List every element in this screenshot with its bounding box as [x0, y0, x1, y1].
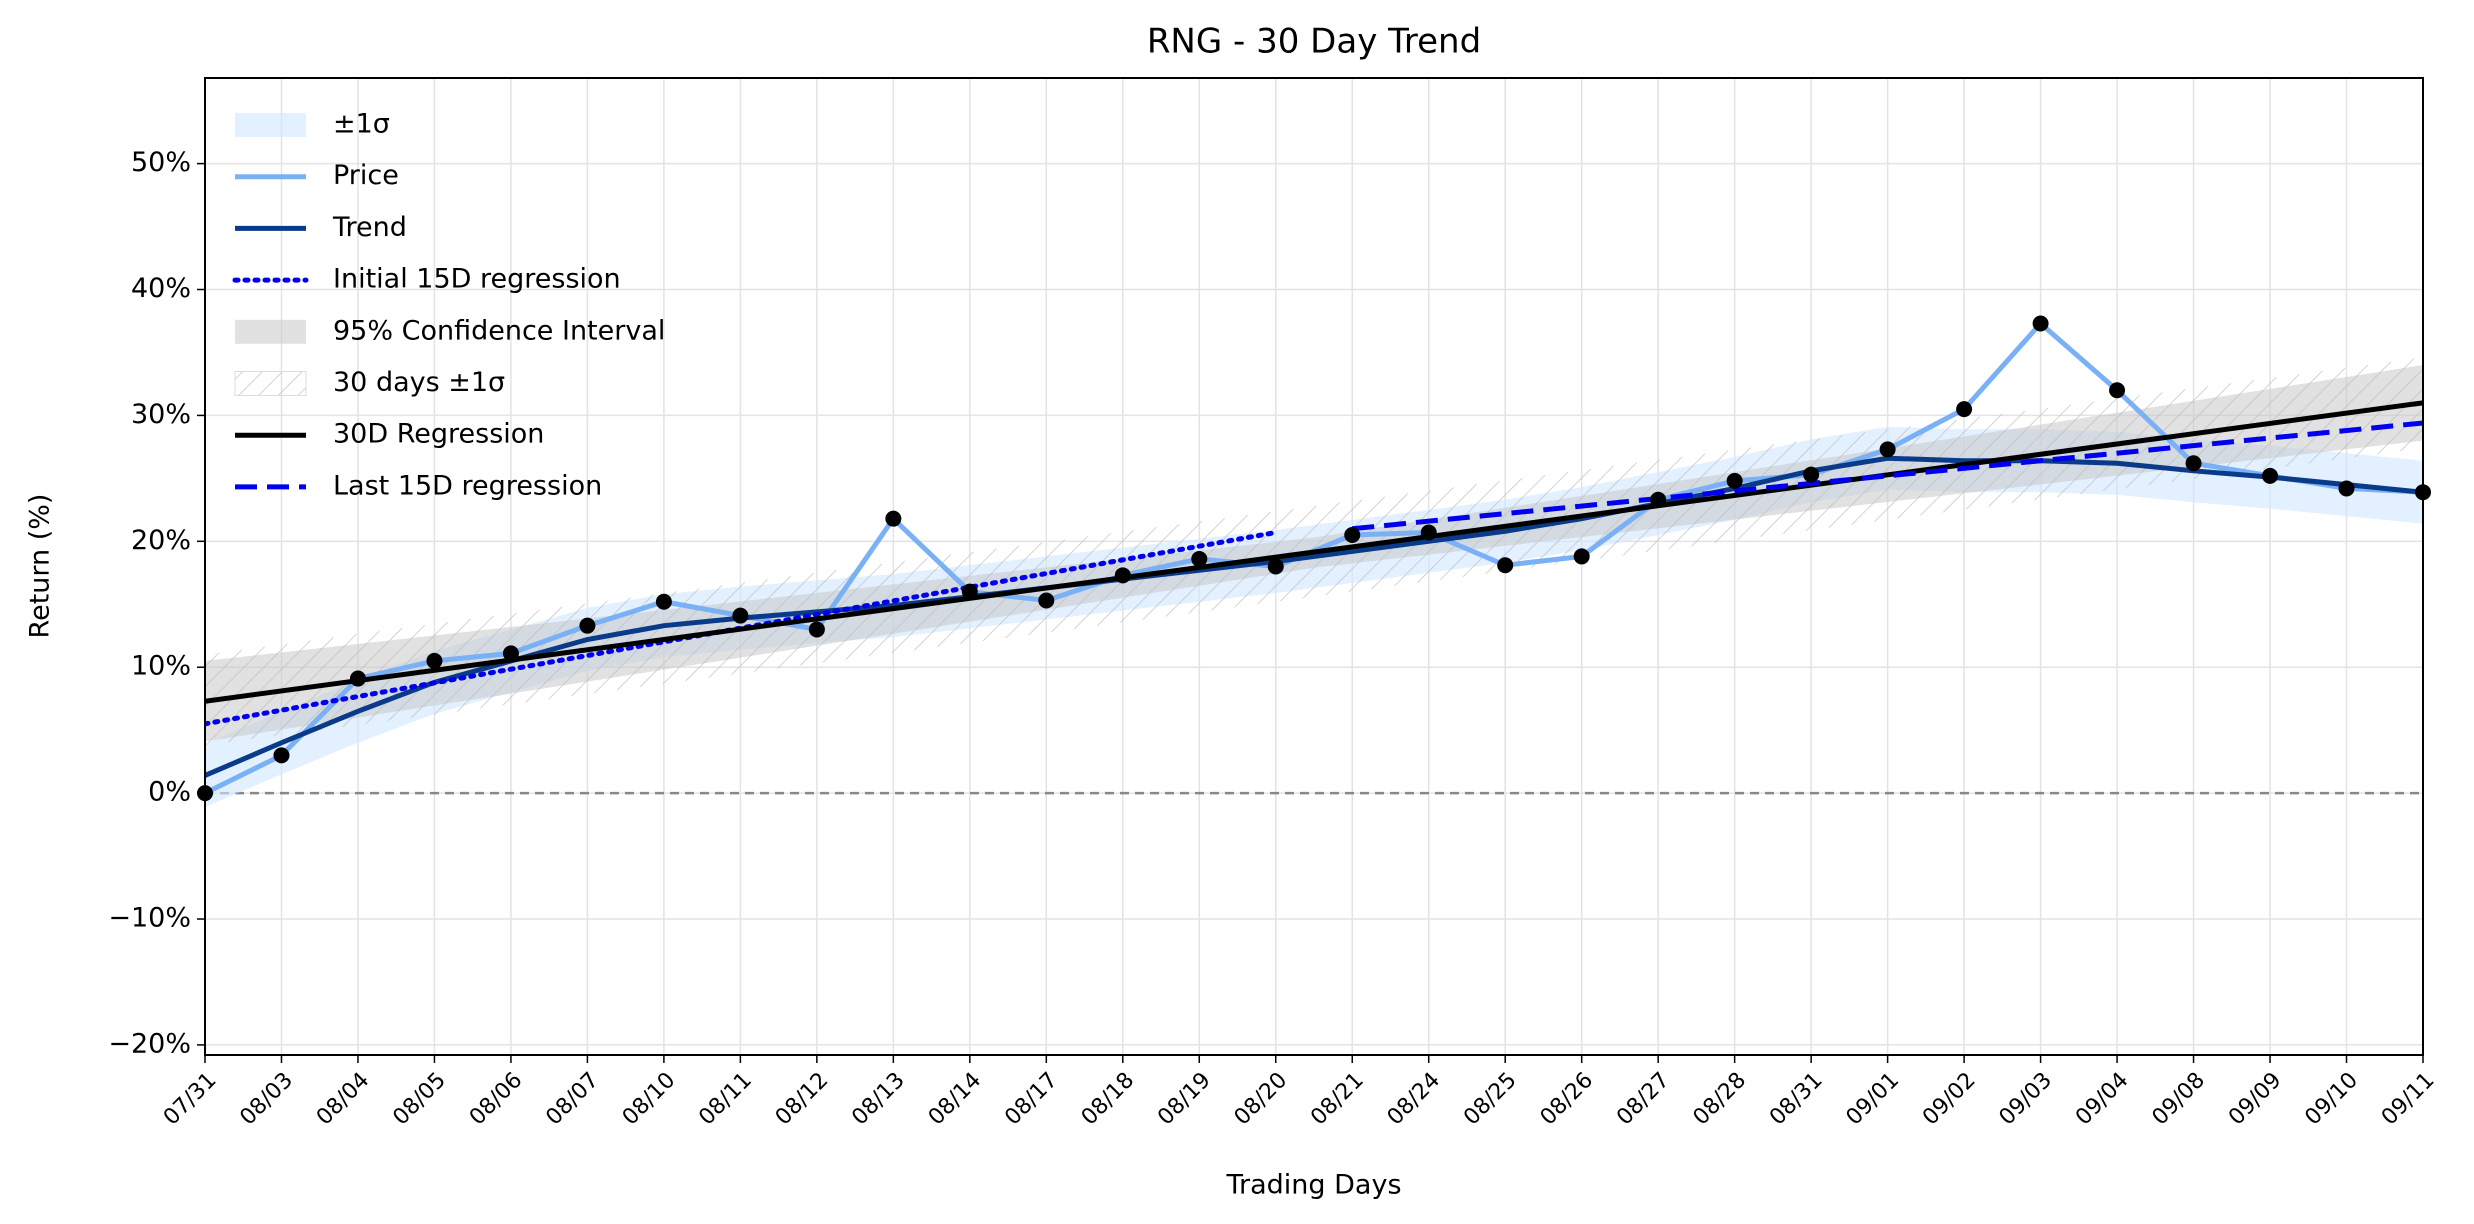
- legend-swatch: [235, 319, 306, 344]
- y-tick-label: 20%: [131, 525, 191, 556]
- point: [885, 510, 902, 527]
- point: [1267, 558, 1284, 575]
- point: [273, 747, 290, 764]
- legend-label: Price: [333, 160, 399, 191]
- y-tick-label: 0%: [148, 777, 191, 808]
- y-tick-label: 40%: [131, 273, 191, 304]
- line: [205, 400, 2423, 704]
- point: [1497, 557, 1514, 574]
- legend-label: 95% Confidence Interval: [333, 315, 665, 346]
- point: [961, 583, 978, 600]
- plot-frame: [204, 77, 2424, 1056]
- chart-title: RNG - 30 Day Trend: [1147, 22, 1481, 62]
- point: [1956, 401, 1973, 418]
- point: [1191, 550, 1208, 567]
- point: [808, 621, 825, 638]
- point: [1726, 472, 1743, 489]
- y-tick-label: −10%: [108, 903, 191, 934]
- point: [1879, 441, 1896, 458]
- point: [2262, 467, 2279, 484]
- y-tick-label: 50%: [131, 147, 191, 178]
- y-tick-label: 10%: [131, 651, 191, 682]
- line: [1351, 420, 2423, 532]
- point: [1114, 567, 1131, 584]
- point: [732, 607, 749, 624]
- legend-label: ±1σ: [333, 109, 390, 140]
- point: [1573, 548, 1590, 565]
- point: [2109, 382, 2126, 399]
- legend-label: 30D Regression: [333, 419, 544, 450]
- legend-label: 30 days ±1σ: [333, 367, 505, 398]
- point: [2032, 315, 2049, 332]
- point: [579, 617, 596, 634]
- x-axis-label: Trading Days: [1225, 1170, 1401, 1201]
- y-tick-label: 30%: [131, 399, 191, 430]
- point: [2338, 480, 2355, 497]
- legend-label: Trend: [332, 212, 407, 243]
- legend-label: Initial 15D regression: [333, 264, 621, 295]
- legend-swatch: [234, 371, 307, 396]
- point: [349, 670, 366, 687]
- legend-label: Last 15D regression: [333, 470, 602, 501]
- point: [2185, 455, 2202, 472]
- point: [655, 593, 672, 610]
- legend-swatch: [235, 113, 306, 137]
- point: [1650, 491, 1667, 508]
- point: [1344, 527, 1361, 544]
- point: [1038, 592, 1055, 609]
- point: [426, 652, 443, 669]
- y-axis-label: Return (%): [25, 494, 56, 639]
- point: [1420, 524, 1437, 541]
- y-tick-label: −20%: [108, 1028, 191, 1059]
- point: [502, 645, 519, 662]
- point: [1803, 466, 1820, 483]
